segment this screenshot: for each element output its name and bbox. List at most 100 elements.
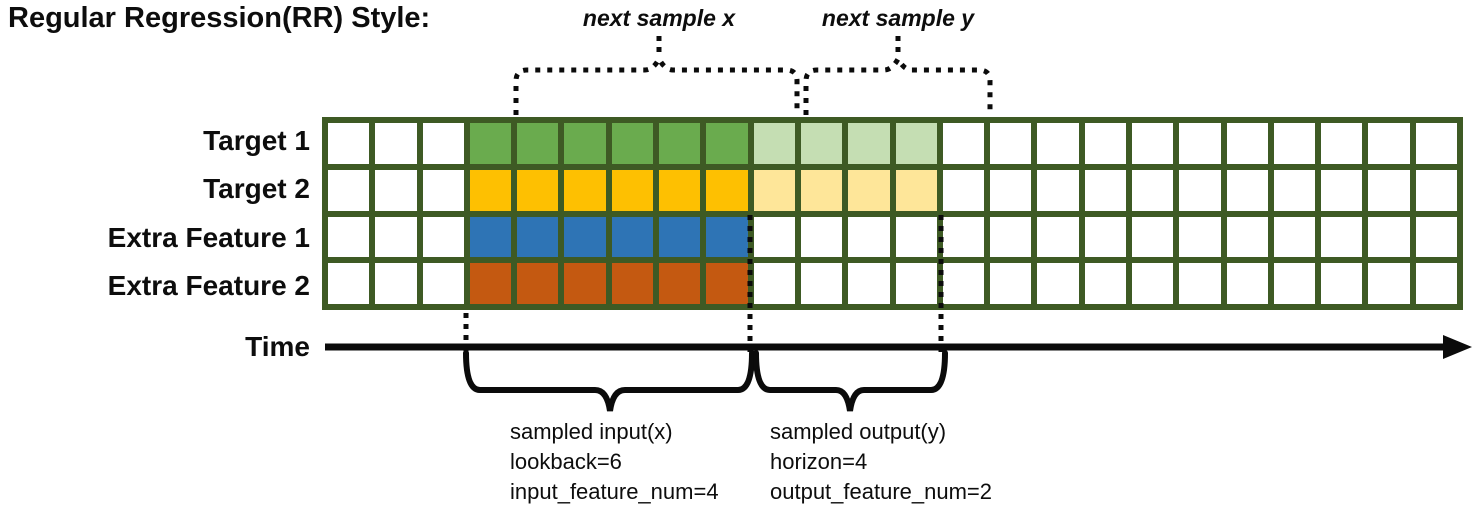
grid-cell [517,263,559,304]
grid-cell [1415,169,1457,211]
diagram-title: Regular Regression(RR) Style: [8,2,431,34]
grid-cell [1368,123,1410,164]
grid-cell [1084,123,1126,164]
grid-cell [1415,216,1457,258]
grid-cell [1273,123,1316,164]
grid-cell [990,123,1032,164]
grid-cell [1226,216,1268,258]
grid-cell [1273,169,1316,211]
grid-cell [517,169,559,211]
grid-cell [990,169,1032,211]
grid-cell [659,123,701,164]
grid-cell [611,169,654,211]
grid-cell [800,169,843,211]
time-axis-label: Time [245,331,310,362]
grid-cell [800,123,843,164]
next-sample-x-label: next sample x [582,5,736,31]
grid-cell [328,216,370,258]
grid-cell [328,169,370,211]
grid-cell [895,123,937,164]
grid-cell [375,169,417,211]
grid-cell [895,216,937,258]
grid-cell [1368,169,1410,211]
grid-cell [942,123,985,164]
next-sample-y-brace [803,53,993,115]
grid-cell [422,216,464,258]
sampled-output-title: sampled output(y) [770,419,947,444]
grid-cell [1273,263,1316,304]
grid-cell [1037,263,1079,304]
grid-cell [1084,216,1126,258]
grid-cell [1226,169,1268,211]
grid-cell [942,169,985,211]
grid-cell [375,263,417,304]
grid-cell [1131,216,1174,258]
grid-cell [800,263,843,304]
row-label-target-2: Target 2 [203,173,310,204]
grid-cell [1226,123,1268,164]
grid-cell [328,263,370,304]
grid-cell [1321,123,1363,164]
grid-cell [706,263,748,304]
grid-cell [1415,263,1457,304]
lookback-value: lookback=6 [510,449,622,474]
grid-cell [753,123,795,164]
grid-cell [611,263,654,304]
grid-cell [706,169,748,211]
grid-cell [564,216,606,258]
grid-cell [848,123,890,164]
grid-cell [469,216,512,258]
grid-cell [1084,169,1126,211]
grid-cell [422,263,464,304]
sampled-output-brace [753,350,948,412]
grid-cell [848,216,890,258]
grid-cell [895,263,937,304]
grid-cell [1273,216,1316,258]
grid-cell [990,216,1032,258]
grid-cell [1131,263,1174,304]
grid-cell [1179,123,1221,164]
grid-cell [1179,263,1221,304]
grid-cell [611,123,654,164]
grid-cell [375,216,417,258]
grid-cell [564,123,606,164]
grid-cell [1368,216,1410,258]
grid-cell [942,263,985,304]
grid-cell [1179,216,1221,258]
grid-cell [990,263,1032,304]
grid-cell [1179,169,1221,211]
sampled-input-note: sampled input(x) lookback=6 input_featur… [510,417,719,507]
grid-cell [1415,123,1457,164]
grid-cell [1226,263,1268,304]
grid-cell [1368,263,1410,304]
grid-cell [659,263,701,304]
sampled-input-brace [463,350,755,412]
grid-cell [753,263,795,304]
grid-cell [422,169,464,211]
grid-cell [1321,169,1363,211]
grid-cell [753,216,795,258]
grid-cell [422,123,464,164]
grid-cell [469,169,512,211]
output-feature-num-value: output_feature_num=2 [770,479,993,504]
grid-cell [564,169,606,211]
grid-cell [469,123,512,164]
grid-cell [1037,169,1079,211]
grid-cell [517,216,559,258]
grid-cell [1037,123,1079,164]
grid-cell [1084,263,1126,304]
time-axis-arrowhead [1443,335,1472,359]
grid-cell [375,123,417,164]
sampled-output-note: sampled output(y) horizon=4 output_featu… [770,417,992,507]
sampled-input-title: sampled input(x) [510,419,673,444]
grid-cell [328,123,370,164]
grid-cell [1131,169,1174,211]
row-label-target-1: Target 1 [203,125,310,156]
input-feature-num-value: input_feature_num=4 [510,479,719,504]
row-label-extra-feature-2: Extra Feature 2 [107,270,310,301]
grid-cell [706,123,748,164]
grid-cell [848,263,890,304]
row-label-extra-feature-1: Extra Feature 1 [107,222,310,253]
grid-cell [1321,216,1363,258]
